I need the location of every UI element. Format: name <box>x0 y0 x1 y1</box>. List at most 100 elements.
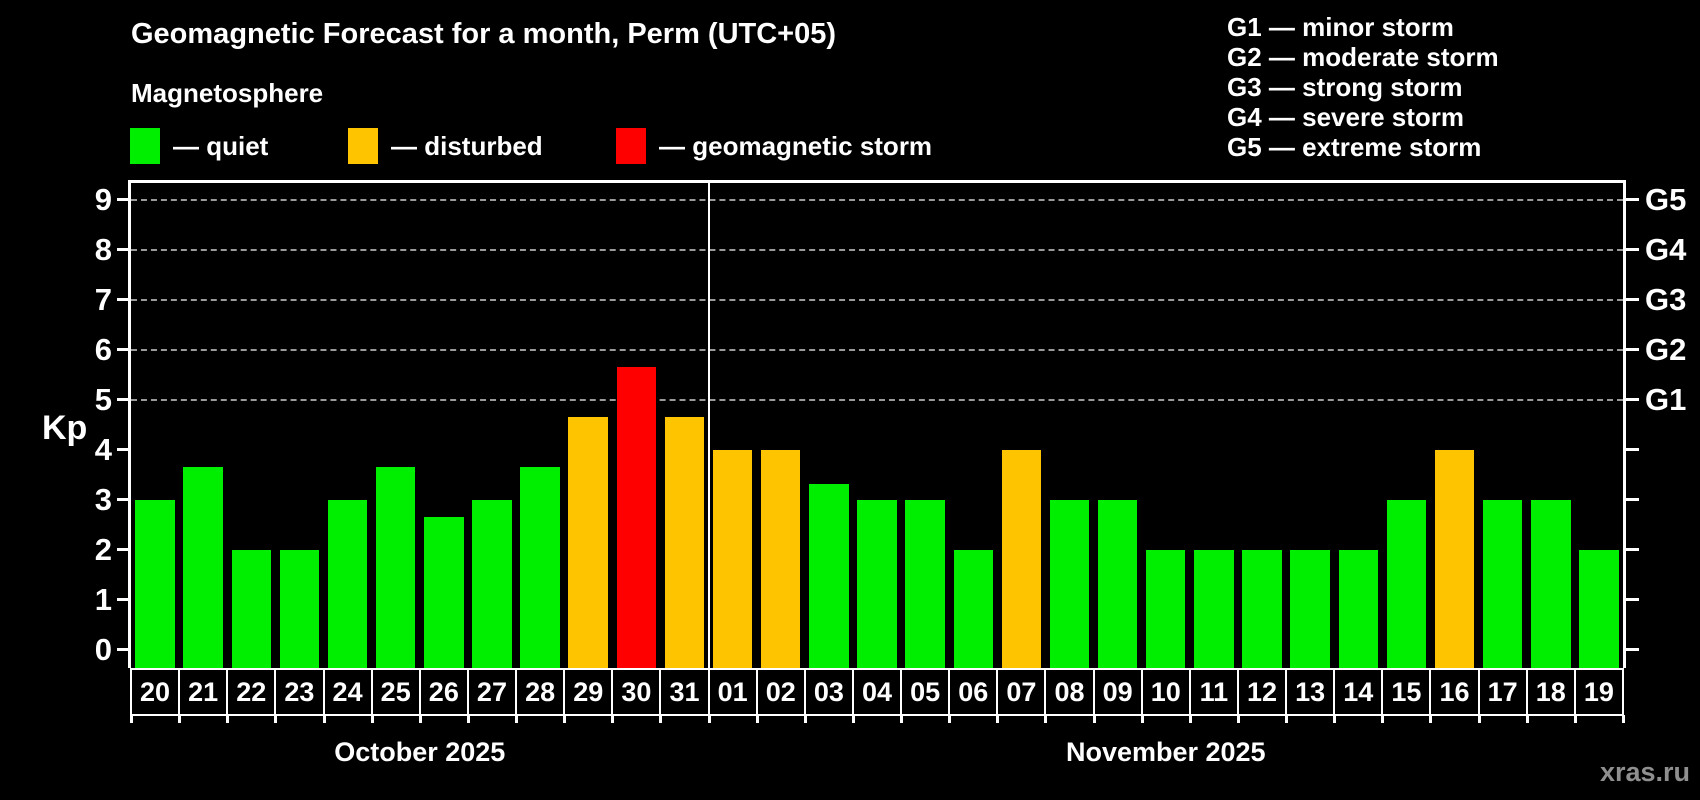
kp-bar-25 <box>375 466 416 668</box>
legend-item-quiet: — quiet <box>130 128 268 164</box>
gridline-kp5 <box>131 399 1623 401</box>
date-boundary-tick <box>1477 715 1481 723</box>
month-label-1: October 2025 <box>334 737 506 767</box>
g-legend-line-4: G4 — severe storm <box>1227 102 1465 132</box>
date-boundary-tick <box>900 715 904 723</box>
kp-bar-19 <box>1579 550 1619 668</box>
kp-bar-10 <box>1146 550 1186 668</box>
gridline-kp7 <box>131 299 1623 301</box>
date-boundary-tick <box>274 715 278 723</box>
g-legend-line-5: G5 — extreme storm <box>1227 132 1482 162</box>
y-tick-0 <box>117 648 130 651</box>
date-cell-19: 19 <box>1573 668 1624 716</box>
date-boundary-tick <box>1285 715 1289 723</box>
kp-bar-26 <box>424 516 464 668</box>
date-boundary-tick <box>563 715 567 723</box>
date-cell-17: 17 <box>1477 668 1528 716</box>
legend-label-storm: — geomagnetic storm <box>659 130 933 161</box>
kp-bar-20 <box>135 500 175 668</box>
y-tick-label-9: 9 <box>94 182 112 217</box>
g-tick-label-G1: G1 <box>1645 382 1687 417</box>
kp-bar-01 <box>712 450 753 668</box>
g-tick-9 <box>1626 198 1639 201</box>
gridline-kp8 <box>131 249 1623 251</box>
g-tick-5 <box>1626 398 1639 401</box>
y-tick-label-7: 7 <box>94 282 112 317</box>
date-boundary-tick <box>226 715 230 723</box>
date-boundary-tick <box>130 715 133 723</box>
y-tick-3 <box>117 498 130 501</box>
date-cell-11: 11 <box>1188 668 1239 716</box>
legend-label-quiet: — quiet <box>173 130 269 161</box>
date-cell-07: 07 <box>996 668 1047 716</box>
date-boundary-tick <box>515 715 519 723</box>
date-boundary-tick <box>1622 715 1625 723</box>
gridline-kp6 <box>131 349 1623 351</box>
date-cell-15: 15 <box>1381 668 1432 716</box>
quiet-swatch <box>130 128 160 164</box>
g-tick-label-G5: G5 <box>1645 182 1687 217</box>
date-cell-23: 23 <box>274 668 325 716</box>
date-boundary-tick <box>659 715 663 723</box>
date-cell-13: 13 <box>1285 668 1336 716</box>
g-tick-label-G3: G3 <box>1645 282 1687 317</box>
y-tick-label-3: 3 <box>94 482 112 517</box>
date-boundary-tick <box>370 715 374 723</box>
y-tick-label-6: 6 <box>94 332 112 367</box>
kp-bar-29 <box>568 416 608 668</box>
g-tick-8 <box>1626 248 1639 251</box>
storm-swatch <box>616 128 646 164</box>
kp-bar-14 <box>1338 550 1378 668</box>
page-title: Geomagnetic Forecast for a month, Perm (… <box>131 18 837 50</box>
date-boundary-tick <box>948 715 952 723</box>
y-tick-label-2: 2 <box>94 532 112 567</box>
y-tick-label-4: 4 <box>94 432 112 467</box>
g-tick-6 <box>1626 348 1639 351</box>
date-cell-12: 12 <box>1236 668 1288 716</box>
date-boundary-tick <box>1573 715 1577 723</box>
date-cell-03: 03 <box>803 668 854 716</box>
month-separator <box>707 183 710 668</box>
kp-bar-24 <box>327 500 368 668</box>
disturbed-swatch <box>348 128 378 164</box>
kp-bar-07 <box>1001 450 1042 668</box>
g-tick-1 <box>1626 598 1639 601</box>
date-cell-22: 22 <box>226 668 277 716</box>
date-cell-08: 08 <box>1044 668 1095 716</box>
date-boundary-tick <box>418 715 422 723</box>
kp-bar-06 <box>953 550 993 668</box>
date-boundary-tick <box>803 715 807 723</box>
kp-bar-05 <box>905 500 945 668</box>
y-tick-5 <box>117 398 130 401</box>
chart-subtitle: Magnetosphere <box>131 78 324 108</box>
y-tick-label-8: 8 <box>94 232 112 267</box>
y-tick-label-5: 5 <box>94 382 112 417</box>
date-boundary-tick <box>1333 715 1337 723</box>
date-cell-24: 24 <box>322 668 373 716</box>
y-tick-label-0: 0 <box>94 632 112 667</box>
date-boundary-tick <box>1044 715 1048 723</box>
date-cell-02: 02 <box>755 668 806 716</box>
kp-bar-11 <box>1194 550 1234 668</box>
y-tick-7 <box>117 298 130 301</box>
gridline-kp9 <box>131 199 1623 201</box>
g-tick-7 <box>1626 298 1639 301</box>
kp-bar-31 <box>664 416 705 668</box>
kp-bar-27 <box>472 500 512 668</box>
g-legend-line-3: G3 — strong storm <box>1227 72 1463 102</box>
g-legend-line-1: G1 — minor storm <box>1227 12 1454 42</box>
date-cell-09: 09 <box>1092 668 1143 716</box>
date-boundary-tick <box>322 715 326 723</box>
kp-bar-08 <box>1049 500 1090 668</box>
legend-label-disturbed: — disturbed <box>391 130 543 161</box>
kp-bar-15 <box>1386 500 1427 668</box>
date-cell-28: 28 <box>515 668 566 716</box>
y-tick-8 <box>117 248 130 251</box>
g-scale-legend: G1 — minor storm G2 — moderate storm G3 — … <box>1227 12 1499 162</box>
kp-bar-30 <box>616 366 657 668</box>
date-cell-25: 25 <box>370 668 421 716</box>
date-boundary-tick <box>1140 715 1144 723</box>
y-tick-6 <box>117 348 130 351</box>
g-tick-0 <box>1626 648 1639 651</box>
